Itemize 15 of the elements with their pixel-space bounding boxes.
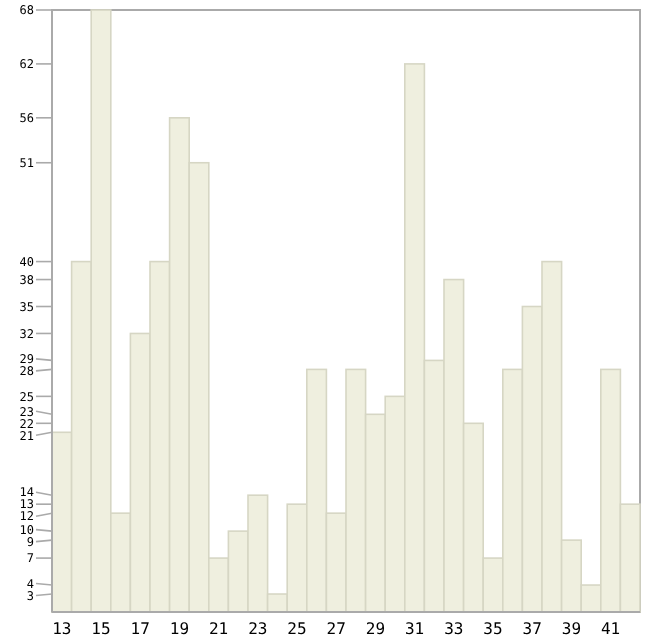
x-tick-label: 25 [287, 620, 307, 638]
x-tick-label: 19 [169, 620, 190, 638]
x-tick-label: 41 [600, 620, 621, 638]
x-tick-label: 33 [444, 620, 464, 638]
x-tick-label: 29 [365, 620, 386, 638]
x-tick-label: 35 [483, 620, 503, 638]
x-tick-label: 23 [248, 620, 268, 638]
x-tick-label: 13 [52, 620, 72, 638]
x-tick-label: 15 [91, 620, 111, 638]
x-tick-label: 17 [130, 620, 151, 638]
x-tick-label: 27 [326, 620, 347, 638]
x-tick-label: 39 [561, 620, 582, 638]
x-tick-label: 37 [522, 620, 543, 638]
x-tick-label: 31 [404, 620, 425, 638]
x-tick-label: 21 [208, 620, 229, 638]
